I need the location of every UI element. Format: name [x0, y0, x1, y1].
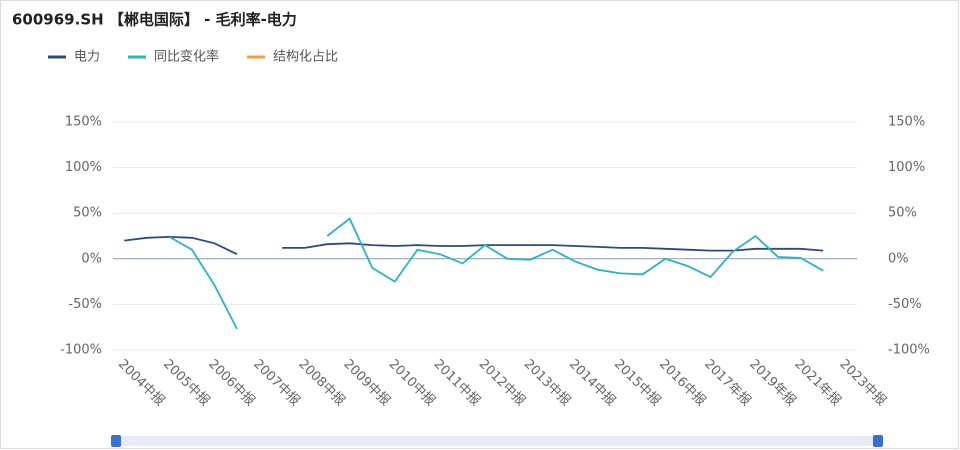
legend-label: 结构化占比 [273, 50, 338, 65]
y2-tick-label: 0% [888, 251, 909, 266]
scroll-handle[interactable] [111, 435, 121, 447]
x-tick-label: 2006中报 [205, 357, 257, 409]
x-tick-label: 2015中报 [611, 357, 663, 409]
y2-tick-label: 100% [888, 160, 925, 175]
y-tick-label: 0% [81, 251, 102, 266]
legend-label: 电力 [74, 50, 100, 65]
x-tick-label: 2010中报 [386, 357, 438, 409]
chart-title: 600969.SH 【郴电国际】 - 毛利率-电力 [12, 11, 297, 29]
scroll-track[interactable] [113, 436, 879, 446]
x-tick-label: 2012中报 [476, 357, 528, 409]
y2-tick-label: 50% [888, 206, 917, 221]
series-line [124, 235, 238, 256]
x-tick-label: 2013中报 [521, 357, 573, 409]
x-tick-label: 2007中报 [250, 357, 302, 409]
series-line [326, 217, 824, 283]
y-tick-label: -100% [60, 343, 102, 358]
x-tick-label: 2009中报 [340, 357, 392, 409]
series-line [168, 236, 238, 330]
y2-tick-label: -100% [888, 343, 930, 358]
y-tick-label: -50% [68, 297, 102, 312]
y-tick-label: 150% [65, 115, 102, 130]
x-tick-label: 2023中报 [836, 357, 888, 409]
x-tick-label: 2004中报 [115, 357, 167, 409]
y-tick-label: 100% [65, 160, 102, 175]
x-tick-label: 2005中报 [160, 357, 212, 409]
legend-label: 同比变化率 [154, 49, 219, 65]
x-tick-label: 2017年报 [701, 357, 753, 409]
y2-tick-label: 150% [888, 115, 925, 130]
scroll-handle[interactable] [873, 435, 883, 447]
x-tick-label: 2016中报 [656, 357, 708, 409]
y-tick-label: 50% [73, 206, 102, 221]
x-tick-label: 2011中报 [431, 357, 483, 409]
y2-tick-label: -50% [888, 297, 922, 312]
x-tick-label: 2014中报 [566, 357, 618, 409]
x-tick-label: 2008中报 [295, 357, 347, 409]
x-tick-label: 2021年报 [791, 357, 843, 409]
x-tick-label: 2019年报 [746, 357, 798, 409]
